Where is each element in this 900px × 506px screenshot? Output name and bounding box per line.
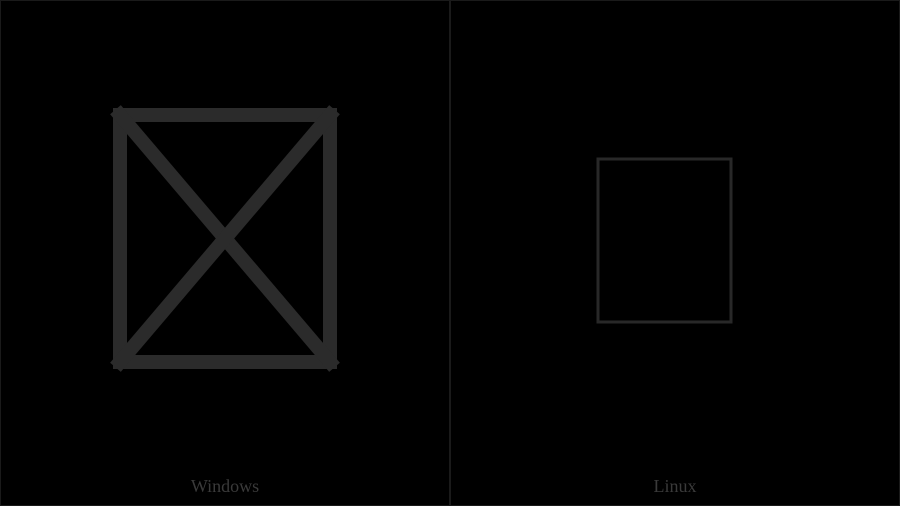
caption-windows: Windows bbox=[1, 476, 449, 497]
caption-linux: Linux bbox=[451, 476, 899, 497]
comparison-container: Windows Linux bbox=[0, 0, 900, 506]
panel-linux: Linux bbox=[450, 0, 900, 506]
panel-windows: Windows bbox=[0, 0, 450, 506]
glyph-linux bbox=[451, 1, 899, 505]
missing-glyph-icon bbox=[1, 1, 451, 506]
glyph-windows bbox=[1, 1, 449, 505]
empty-box-icon bbox=[451, 1, 900, 506]
